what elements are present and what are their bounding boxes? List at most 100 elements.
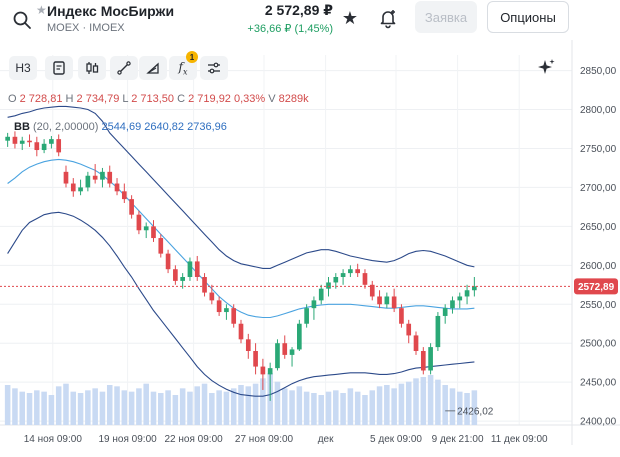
volume-bar bbox=[179, 388, 186, 425]
volume-bar bbox=[26, 393, 33, 425]
open-key: O bbox=[8, 93, 17, 105]
sparkle-ai-icon[interactable] bbox=[535, 57, 557, 79]
y-tick-label: 2850,00 bbox=[580, 66, 617, 77]
timeframe-button[interactable]: Н3 bbox=[9, 56, 37, 80]
volume-bar bbox=[245, 386, 252, 425]
y-tick-label: 2400,00 bbox=[580, 417, 617, 428]
volume-bar bbox=[128, 391, 135, 425]
candle-body bbox=[289, 349, 295, 355]
candle-body bbox=[267, 368, 273, 375]
open-value: 2 728,81 bbox=[19, 93, 63, 105]
candle-body bbox=[420, 351, 426, 371]
candle-body bbox=[348, 269, 353, 274]
volume-bar bbox=[4, 385, 11, 425]
volume-bar bbox=[435, 379, 441, 425]
candle-body bbox=[12, 136, 18, 144]
candle-body bbox=[435, 315, 441, 348]
function-icon: fx bbox=[178, 59, 188, 77]
volume-bar bbox=[260, 378, 266, 425]
chart-grid bbox=[0, 40, 620, 445]
chart-type-button[interactable] bbox=[45, 56, 73, 80]
candle-body bbox=[457, 296, 463, 301]
candle-body bbox=[450, 300, 455, 309]
y-tick-label: 2450,00 bbox=[580, 378, 617, 389]
candle-body bbox=[180, 277, 185, 281]
search-icon[interactable] bbox=[12, 10, 32, 30]
options-button[interactable]: Опционы bbox=[487, 1, 569, 33]
volume-bar bbox=[464, 393, 470, 425]
volume-bar bbox=[333, 390, 339, 425]
candle-body bbox=[5, 136, 10, 141]
volume-bar bbox=[70, 391, 77, 425]
volume-bar bbox=[420, 377, 427, 425]
volume-bar bbox=[136, 388, 142, 425]
indicator-count-badge: 1 bbox=[186, 51, 198, 63]
volume-bar bbox=[34, 390, 40, 425]
settings-button[interactable] bbox=[200, 56, 228, 80]
ticker-name: Индекс МосБиржи bbox=[47, 3, 175, 19]
volume-bar bbox=[106, 385, 113, 425]
volume-bar bbox=[303, 391, 310, 425]
candle-body bbox=[355, 269, 361, 274]
price-tag-label: 2572,89 bbox=[578, 282, 615, 293]
volume-bar bbox=[384, 385, 390, 425]
volume-bar bbox=[55, 386, 62, 425]
volume-bar bbox=[12, 388, 18, 425]
sliders-icon bbox=[208, 62, 220, 74]
volume-bar bbox=[143, 383, 149, 425]
ticker-header: ★ Индекс МосБиржи MOEX · IMOEX 2 572,89 … bbox=[0, 0, 620, 40]
volume-bar bbox=[471, 390, 478, 425]
bb-params: (20, 2,00000) bbox=[32, 121, 99, 133]
candle-body bbox=[56, 139, 62, 153]
candle-body bbox=[333, 277, 339, 283]
volume-bar bbox=[48, 395, 55, 425]
change-pct: 0,33% bbox=[234, 93, 266, 105]
x-tick-label: 22 ноя 09:00 bbox=[164, 434, 223, 445]
bell-alert-icon[interactable] bbox=[377, 7, 399, 29]
volume-bar bbox=[121, 390, 128, 425]
candles-button[interactable] bbox=[78, 56, 106, 80]
candle-body bbox=[202, 277, 207, 293]
volume-value: 8289k bbox=[278, 93, 309, 105]
volume-bar bbox=[85, 390, 91, 425]
ohlc-legend: O 2 728,81 H 2 734,79 L 2 713,50 C 2 719… bbox=[8, 93, 309, 105]
volume-bar bbox=[194, 386, 201, 425]
bb-middle-line bbox=[7, 158, 475, 319]
candle-body bbox=[158, 238, 164, 254]
volume-bar bbox=[391, 388, 397, 425]
volume-bar bbox=[238, 385, 244, 425]
volume-bar bbox=[158, 393, 164, 425]
order-button[interactable]: Заявка bbox=[415, 1, 477, 33]
candle-body bbox=[63, 171, 69, 184]
candle-body bbox=[19, 140, 25, 144]
price-change: +36,66 ₽ (1,45%) bbox=[247, 23, 333, 35]
volume-bar bbox=[354, 391, 361, 425]
low-key: L bbox=[122, 93, 129, 105]
candle-body bbox=[224, 308, 229, 313]
candle-body bbox=[472, 286, 477, 291]
draw-shape-button[interactable] bbox=[139, 56, 167, 80]
candle-body bbox=[136, 214, 142, 231]
candle-body bbox=[326, 282, 331, 289]
candle-body bbox=[27, 140, 32, 143]
candle-body bbox=[340, 273, 346, 277]
candle-body bbox=[92, 175, 98, 180]
candle-body bbox=[70, 183, 76, 192]
bb-legend[interactable]: BB (20, 2,00000) 2544,69 2640,82 2736,96 bbox=[14, 121, 227, 133]
x-tick-label: дек bbox=[318, 434, 334, 445]
close-value: 2 719,92 bbox=[188, 93, 231, 105]
candle-body bbox=[231, 308, 237, 324]
candle-body bbox=[107, 171, 113, 184]
high-value: 2 734,79 bbox=[76, 93, 120, 105]
volume-bar bbox=[165, 390, 171, 425]
candle-body bbox=[34, 142, 40, 151]
candle-body bbox=[377, 296, 382, 305]
candlesticks bbox=[5, 131, 477, 401]
volume-bar bbox=[99, 391, 106, 425]
candle-body bbox=[85, 175, 91, 188]
favorite-star-icon[interactable]: ★ bbox=[341, 8, 359, 28]
high-key: H bbox=[65, 93, 74, 105]
draw-line-button[interactable] bbox=[110, 56, 138, 80]
x-tick-label: 27 ноя 09:00 bbox=[235, 434, 294, 445]
